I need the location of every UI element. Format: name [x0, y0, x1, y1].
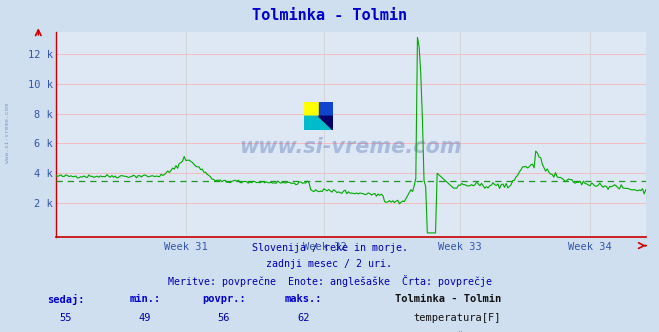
Text: Tolminka - Tolmin: Tolminka - Tolmin: [252, 8, 407, 23]
Text: 49: 49: [139, 313, 151, 323]
Polygon shape: [318, 102, 333, 116]
Text: Slovenija / reke in morje.: Slovenija / reke in morje.: [252, 243, 407, 253]
Text: 56: 56: [218, 313, 230, 323]
Text: sedaj:: sedaj:: [47, 294, 84, 305]
Text: 62: 62: [297, 313, 309, 323]
Text: maks.:: maks.:: [285, 294, 322, 304]
Text: Meritve: povprečne  Enote: anglešaške  Črta: povprečje: Meritve: povprečne Enote: anglešaške Črt…: [167, 275, 492, 287]
Text: www.si-vreme.com: www.si-vreme.com: [240, 137, 462, 157]
Polygon shape: [304, 102, 318, 116]
Text: 55: 55: [60, 313, 72, 323]
Polygon shape: [304, 116, 333, 130]
Polygon shape: [318, 116, 333, 130]
Text: povpr.:: povpr.:: [202, 294, 246, 304]
Text: Tolminka - Tolmin: Tolminka - Tolmin: [395, 294, 501, 304]
Text: zadnji mesec / 2 uri.: zadnji mesec / 2 uri.: [266, 259, 393, 269]
Text: min.:: min.:: [129, 294, 161, 304]
Text: www.si-vreme.com: www.si-vreme.com: [5, 103, 11, 163]
Text: temperatura[F]: temperatura[F]: [413, 313, 501, 323]
